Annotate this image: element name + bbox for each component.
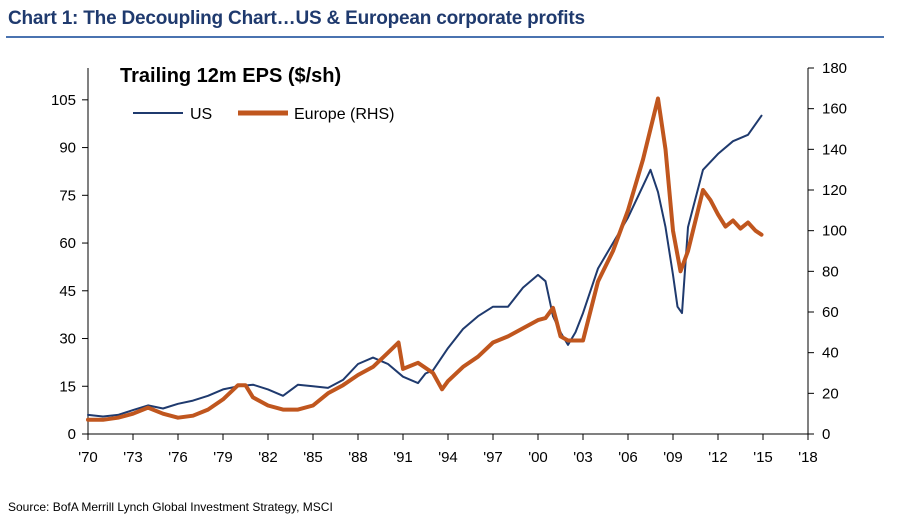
x-tick-label: '03	[573, 449, 593, 466]
right-y-tick-label: 20	[822, 385, 839, 402]
x-tick-label: '15	[753, 449, 773, 466]
right-y-tick-label: 100	[822, 223, 847, 240]
series-line-us	[87, 114, 763, 418]
left-y-tick-label: 15	[59, 378, 76, 395]
source-note: Source: BofA Merrill Lynch Global Invest…	[8, 500, 333, 514]
right-y-tick-label: 140	[822, 141, 847, 158]
x-tick-label: '12	[708, 449, 728, 466]
legend-label-us: US	[190, 106, 212, 123]
x-tick-label: '82	[258, 449, 278, 466]
x-tick-label: '09	[663, 449, 683, 466]
x-tick-label: '76	[168, 449, 188, 466]
x-tick-label: '91	[393, 449, 413, 466]
x-tick-label: '00	[528, 449, 548, 466]
left-y-tick-label: 45	[59, 283, 76, 300]
x-tick-label: '73	[123, 449, 143, 466]
right-y-tick-label: 160	[822, 101, 847, 118]
right-y-tick-label: 0	[822, 426, 830, 443]
left-y-tick-label: 60	[59, 235, 76, 252]
title-divider	[6, 36, 884, 38]
legend-label-europe: Europe (RHS)	[294, 106, 394, 123]
chart-title: Chart 1: The Decoupling Chart…US & Europ…	[8, 8, 585, 29]
x-tick-label: '06	[618, 449, 638, 466]
x-tick-label: '79	[213, 449, 233, 466]
series-line-europe-rhs	[86, 96, 764, 422]
x-tick-label: '70	[78, 449, 98, 466]
x-tick-label: '85	[303, 449, 323, 466]
left-y-tick-label: 105	[51, 92, 76, 109]
x-tick-label: '88	[348, 449, 368, 466]
left-y-tick-label: 0	[68, 426, 76, 443]
left-y-tick-label: 30	[59, 331, 76, 348]
left-y-tick-label: 90	[59, 140, 76, 157]
right-y-tick-label: 180	[822, 60, 847, 77]
chart-subtitle: Trailing 12m EPS ($/sh)	[120, 65, 341, 87]
right-y-tick-label: 60	[822, 304, 839, 321]
right-y-tick-label: 120	[822, 182, 847, 199]
right-y-tick-label: 40	[822, 345, 839, 362]
x-tick-label: '97	[483, 449, 503, 466]
x-tick-label: '94	[438, 449, 458, 466]
x-tick-label: '18	[798, 449, 818, 466]
right-y-tick-label: 80	[822, 263, 839, 280]
left-y-tick-label: 75	[59, 187, 76, 204]
